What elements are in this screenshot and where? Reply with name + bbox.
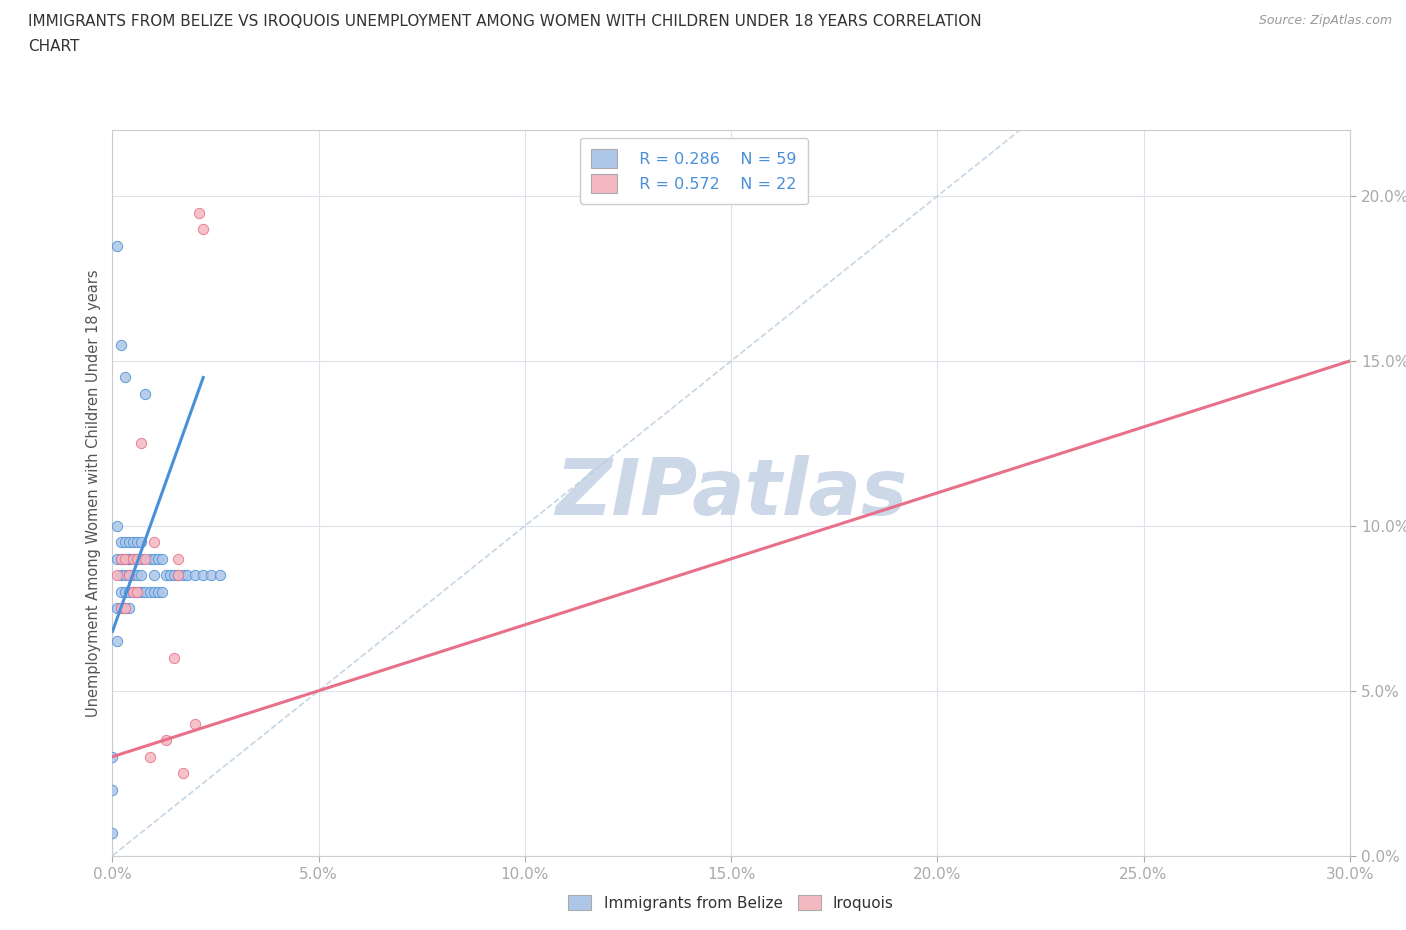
Point [122,535,145,550]
Point [101,750,124,764]
Point [101,782,124,797]
Point [118,568,141,583]
Point [134,584,156,599]
Point [142,551,165,566]
Point [118,551,141,566]
Legend: Immigrants from Belize, Iroquois: Immigrants from Belize, Iroquois [562,889,900,917]
Point [131,584,153,599]
Point [114,370,136,385]
Point [122,568,145,583]
Point [110,337,132,352]
Point [127,584,149,599]
Point [131,535,153,550]
Point [193,568,215,583]
Point [122,584,145,599]
Point [131,551,153,566]
Point [114,535,136,550]
Point [101,825,124,840]
Text: Source: ZipAtlas.com: Source: ZipAtlas.com [1258,14,1392,27]
Point [142,584,165,599]
Point [118,584,141,599]
Point [114,551,136,566]
Point [110,551,132,566]
Point [122,584,145,599]
Point [105,518,128,533]
Point [131,568,153,583]
Point [131,436,153,451]
Point [163,568,186,583]
Point [114,584,136,599]
Point [184,716,207,731]
Point [184,568,207,583]
Point [105,601,128,616]
Point [127,568,149,583]
Point [142,535,165,550]
Point [155,733,177,748]
Point [110,535,132,550]
Point [138,551,160,566]
Point [127,551,149,566]
Point [138,750,160,764]
Point [118,568,141,583]
Point [110,551,132,566]
Point [127,551,149,566]
Text: CHART: CHART [28,39,80,54]
Point [127,584,149,599]
Point [200,568,222,583]
Point [110,568,132,583]
Point [105,551,128,566]
Point [114,568,136,583]
Point [114,601,136,616]
Point [167,568,190,583]
Point [122,551,145,566]
Point [127,535,149,550]
Point [118,535,141,550]
Point [150,584,173,599]
Point [193,221,215,236]
Point [134,387,156,402]
Point [138,584,160,599]
Point [105,568,128,583]
Point [118,551,141,566]
Point [172,568,194,583]
Point [150,551,173,566]
Point [167,551,190,566]
Point [118,601,141,616]
Point [110,601,132,616]
Point [159,568,181,583]
Point [155,568,177,583]
Text: ZIPatlas: ZIPatlas [555,455,907,531]
Point [105,634,128,649]
Point [167,568,190,583]
Point [172,765,194,780]
Y-axis label: Unemployment Among Women with Children Under 18 years: Unemployment Among Women with Children U… [86,269,101,717]
Point [176,568,198,583]
Point [146,584,169,599]
Point [114,551,136,566]
Point [142,568,165,583]
Point [105,238,128,253]
Point [163,650,186,665]
Point [134,551,156,566]
Point [110,601,132,616]
Point [122,551,145,566]
Point [110,584,132,599]
Point [208,568,231,583]
Point [114,601,136,616]
Point [146,551,169,566]
Point [188,206,211,220]
Text: IMMIGRANTS FROM BELIZE VS IROQUOIS UNEMPLOYMENT AMONG WOMEN WITH CHILDREN UNDER : IMMIGRANTS FROM BELIZE VS IROQUOIS UNEMP… [28,14,981,29]
